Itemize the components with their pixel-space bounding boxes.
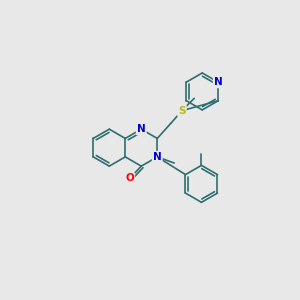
Text: N: N bbox=[153, 152, 162, 162]
Text: S: S bbox=[178, 106, 186, 116]
Text: N: N bbox=[214, 77, 223, 87]
Text: N: N bbox=[137, 124, 146, 134]
Text: O: O bbox=[125, 173, 134, 184]
